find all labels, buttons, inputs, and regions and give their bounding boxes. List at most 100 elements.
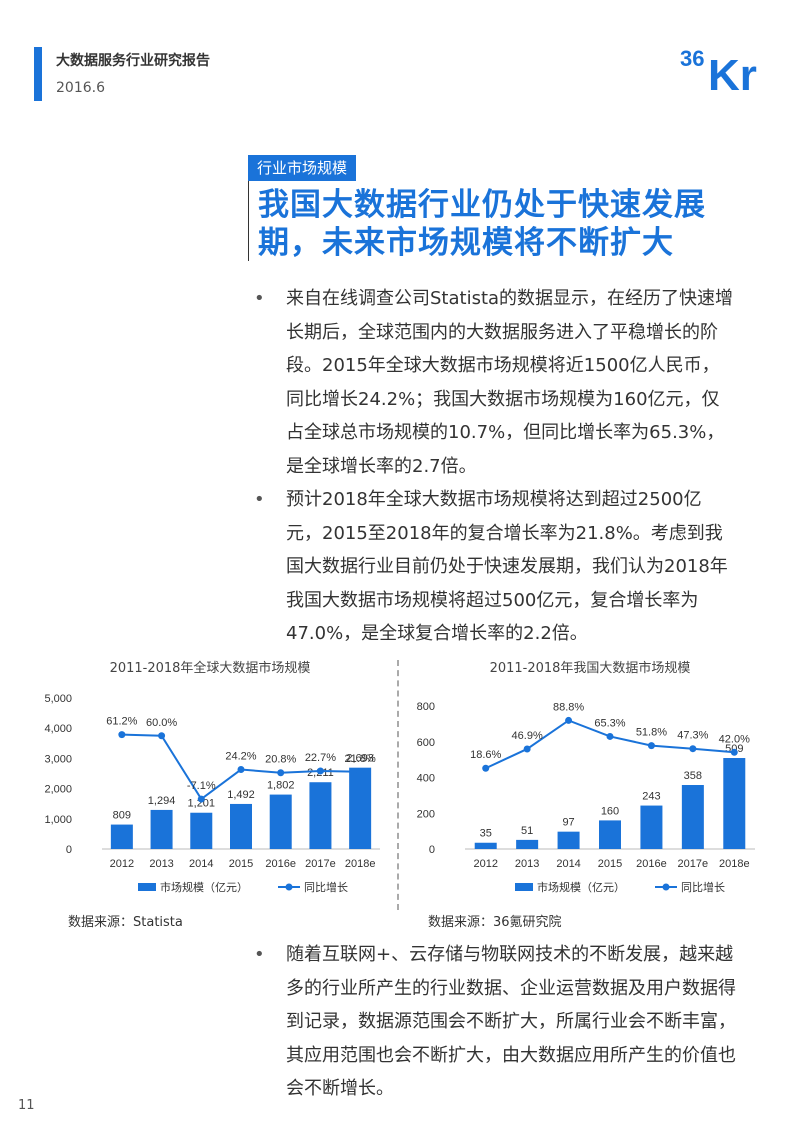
bar [110, 824, 133, 849]
growth-point [277, 769, 285, 777]
report-date: 2016.6 [56, 80, 105, 96]
growth-label: 65.3% [594, 717, 625, 729]
growth-label: 22.7% [305, 752, 336, 764]
bar [599, 820, 621, 849]
bullet-item: 预计2018年全球大数据市场规模将达到超过2500亿元，2015至2018年的复… [248, 483, 736, 651]
legend-line-marker [285, 883, 293, 891]
bullet-list-bottom: 随着互联网+、云存储与物联网技术的不断发展，越来越多的行业所产生的行业数据、企业… [248, 938, 736, 1106]
report-title: 大数据服务行业研究报告 [56, 53, 210, 69]
logo-kr: Kr [708, 51, 757, 96]
bar-value-label: 358 [684, 770, 702, 782]
bar-value-label: 809 [113, 810, 131, 822]
growth-point [647, 742, 655, 750]
legend-bar-label: 市场规模（亿元） [160, 880, 248, 894]
page-number: 11 [18, 1098, 35, 1113]
growth-label: 88.8% [553, 701, 584, 713]
x-tick-label: 2012 [473, 858, 497, 870]
growth-label: 42.0% [719, 733, 750, 745]
x-tick-label: 2012 [110, 858, 134, 870]
bar-value-label: 97 [562, 817, 574, 829]
bar [230, 803, 252, 849]
x-tick-label: 2013 [515, 858, 539, 870]
y-tick-label: 4,000 [44, 723, 72, 735]
section-headline: 我国大数据行业仍处于快速发展 期，未来市场规模将不断扩大 [258, 186, 728, 262]
growth-label: 46.9% [512, 730, 543, 742]
bar-value-label: 160 [601, 805, 619, 817]
chart-china-market: 0 200 400 600 800 35 2012 51 2013 97 2014 160 2015 24… [417, 701, 755, 894]
y-tick-label: 1,000 [44, 814, 72, 826]
x-tick-label: 2017e [678, 858, 709, 870]
growth-point [689, 745, 697, 753]
bar-value-label: 35 [480, 828, 492, 840]
y-tick-label: 0 [66, 844, 72, 856]
chart-title-global: 2011-2018年全球大数据市场规模 [109, 661, 311, 676]
growth-point [730, 748, 738, 756]
chart-title-china: 2011-2018年我国大数据市场规模 [489, 661, 691, 676]
chart-divider [397, 660, 399, 910]
bar [474, 842, 497, 849]
growth-point [237, 766, 245, 774]
y-tick-label: 2,000 [44, 784, 72, 796]
x-tick-label: 2018e [719, 858, 750, 870]
bar [269, 794, 292, 849]
legend-bar-swatch [515, 883, 533, 891]
growth-label: 61.2% [106, 716, 137, 728]
growth-point [197, 795, 205, 803]
36kr-logo: 36 Kr [680, 46, 757, 96]
bar [309, 782, 332, 849]
bar [723, 758, 746, 849]
bar-value-label: 243 [642, 791, 660, 803]
x-tick-label: 2017e [305, 858, 336, 870]
legend-line-marker [662, 883, 670, 891]
headline-line-2: 期，未来市场规模将不断扩大 [258, 225, 674, 261]
x-tick-label: 2013 [149, 858, 173, 870]
x-tick-label: 2016e [636, 858, 667, 870]
bar [681, 785, 704, 849]
bar [516, 839, 539, 849]
bar-value-label: 1,492 [227, 789, 255, 801]
y-tick-label: 400 [417, 773, 435, 785]
y-tick-label: 0 [429, 844, 435, 856]
legend-line-label: 同比增长 [304, 880, 348, 894]
header-accent-bar [34, 47, 42, 101]
legend-bar-swatch [138, 883, 156, 891]
bar-value-label: 1,201 [188, 798, 216, 810]
growth-label: 51.8% [636, 727, 667, 739]
headline-line-1: 我国大数据行业仍处于快速发展 [258, 187, 706, 223]
source-china: 数据来源：36氪研究院 [428, 915, 562, 930]
bar-value-label: 1,802 [267, 780, 295, 792]
bar [190, 812, 213, 849]
legend-bar-label: 市场规模（亿元） [537, 880, 625, 894]
growth-point [118, 731, 126, 739]
growth-point [606, 732, 614, 740]
growth-label: 24.2% [225, 751, 256, 763]
growth-point [158, 732, 166, 740]
bar [349, 767, 372, 849]
bullet-item: 来自在线调查公司Statista的数据显示，在经历了快速增长期后，全球范围内的大… [248, 282, 736, 483]
growth-point [565, 716, 573, 724]
growth-point [482, 764, 490, 772]
growth-label: 18.6% [470, 749, 501, 761]
bar-value-label: 51 [521, 825, 533, 837]
bar [150, 809, 173, 849]
section-tag: 行业市场规模 [248, 155, 357, 181]
growth-label: 21.8% [345, 753, 376, 765]
y-tick-label: 200 [417, 808, 435, 820]
y-tick-label: 600 [417, 737, 435, 749]
headline-rule [248, 181, 249, 261]
bar [557, 831, 580, 849]
bullet-item: 随着互联网+、云存储与物联网技术的不断发展，越来越多的行业所产生的行业数据、企业… [248, 938, 736, 1106]
bar-value-label: 2,693 [346, 753, 374, 765]
growth-point [316, 767, 324, 775]
logo-36: 36 [680, 46, 704, 71]
x-tick-label: 2014 [189, 858, 213, 870]
y-tick-label: 5,000 [44, 693, 72, 705]
growth-label: 20.8% [265, 754, 296, 766]
chart-global-market: 0 1,000 2,000 3,000 4,000 5,000 809 2012 1,294 20… [44, 693, 380, 894]
x-tick-label: 2014 [556, 858, 580, 870]
x-tick-label: 2015 [598, 858, 622, 870]
bar-value-label: 1,294 [148, 795, 176, 807]
bar [640, 805, 663, 849]
y-tick-label: 800 [417, 701, 435, 713]
bullet-list-top: 来自在线调查公司Statista的数据显示，在经历了快速增长期后，全球范围内的大… [248, 282, 736, 651]
